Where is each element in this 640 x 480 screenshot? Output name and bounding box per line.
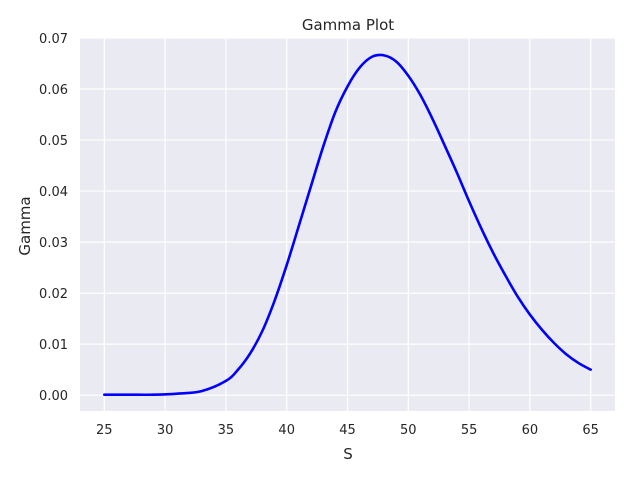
x-axis-label: S xyxy=(343,445,353,463)
y-axis-label: Gamma xyxy=(16,196,34,255)
x-tick-label: 25 xyxy=(96,423,113,438)
x-gridlines xyxy=(103,38,592,411)
x-tick-label: 55 xyxy=(461,423,478,438)
y-tick-label: 0.03 xyxy=(39,236,68,251)
x-tick-label: 65 xyxy=(582,423,599,438)
y-tick-label: 0.04 xyxy=(39,185,68,200)
series-line xyxy=(103,53,592,397)
x-tick-label: 45 xyxy=(339,423,356,438)
y-tick-label: 0.07 xyxy=(39,32,68,47)
y-tick-label: 0.06 xyxy=(39,83,68,98)
x-tick-label: 30 xyxy=(157,423,174,438)
chart-title: Gamma Plot xyxy=(302,16,394,34)
x-tick-label: 35 xyxy=(218,423,235,438)
y-tick-label: 0.00 xyxy=(39,389,68,404)
y-gridlines xyxy=(80,37,615,396)
y-tick-label: 0.05 xyxy=(39,134,68,149)
series-layer xyxy=(103,53,592,397)
x-tick-labels: 25 30 35 40 45 50 55 60 65 xyxy=(96,423,599,438)
x-tick-label: 40 xyxy=(278,423,295,438)
y-tick-labels: 0.00 0.01 0.02 0.03 0.04 0.05 0.06 0.07 xyxy=(39,32,68,404)
x-tick-label: 60 xyxy=(522,423,539,438)
y-tick-label: 0.01 xyxy=(39,338,68,353)
y-tick-label: 0.02 xyxy=(39,287,68,302)
x-tick-label: 50 xyxy=(400,423,417,438)
